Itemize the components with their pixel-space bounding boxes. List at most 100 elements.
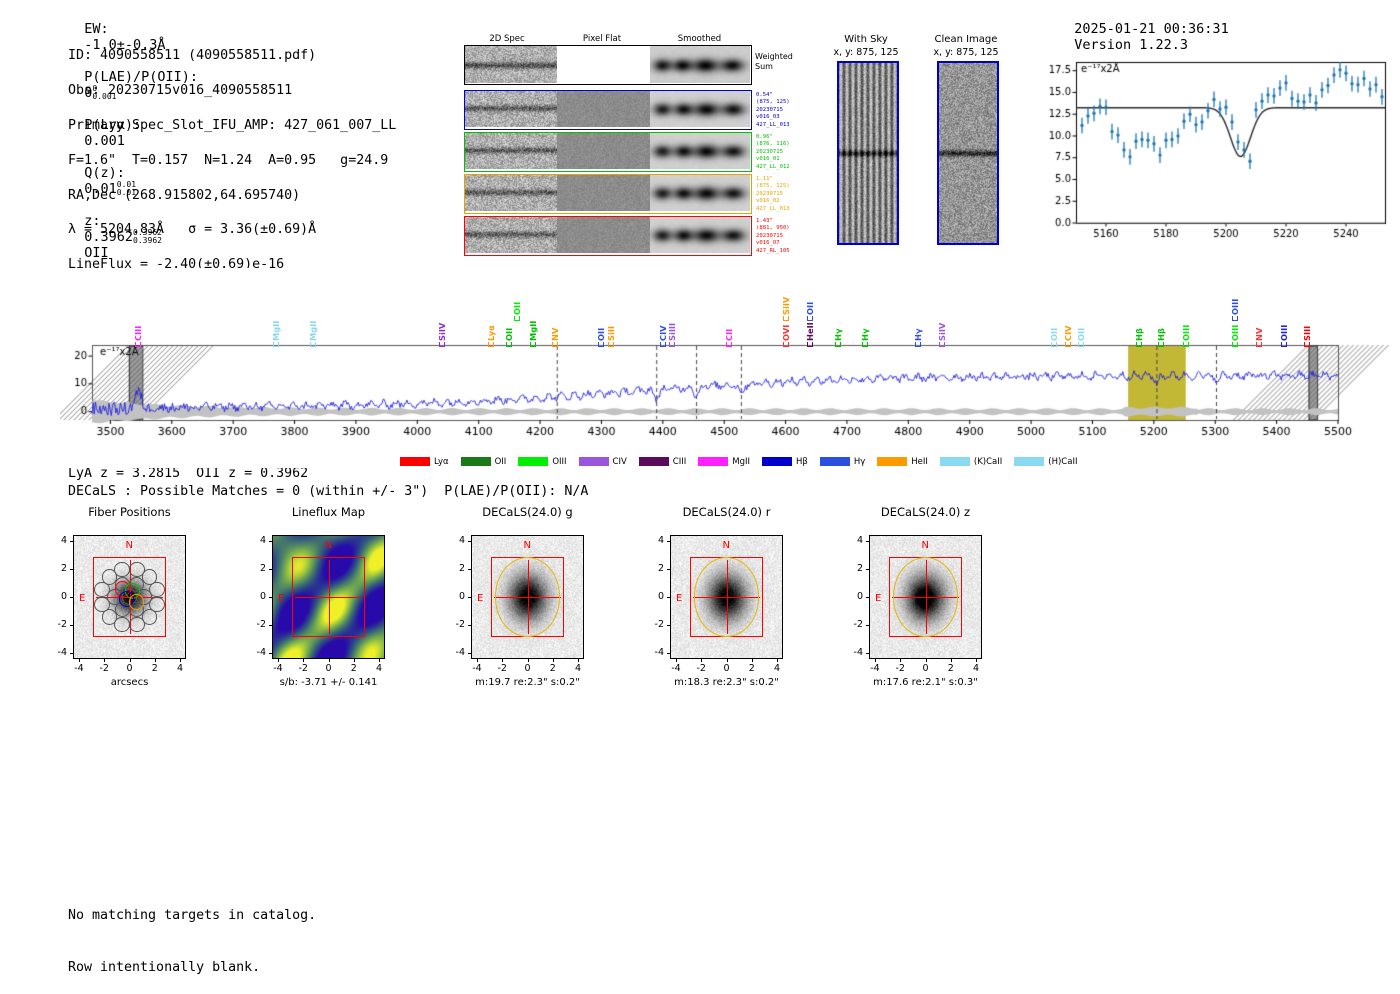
emission-line-bracket (782, 316, 789, 321)
fiber-circle (149, 581, 165, 598)
emission-line-bracket (726, 342, 733, 347)
axis-tick-label: 2 (458, 563, 465, 574)
axis-tick-label: -2 (455, 619, 465, 630)
fiber-row (464, 90, 752, 130)
fiber-smoothed-image (650, 175, 750, 211)
plae-poii-value: 0 (84, 85, 93, 101)
fiber-rows-container: 0.32 1.68 2120.54" (875, 125) 20230715 v… (462, 90, 790, 258)
panel-title-2dspec: 2D Spec (489, 34, 525, 44)
cutout-caption: m:17.6 re:2.1" s:0.3" (873, 677, 978, 688)
axis-tick-label: -2 (853, 619, 863, 630)
emission-line-label: OVI (780, 324, 791, 341)
emission-line-label: CIII (133, 325, 144, 341)
axis-tick (269, 569, 272, 570)
axis-tick (900, 659, 902, 662)
compass-east-label: E (477, 593, 484, 605)
emission-line-label: Hγ (860, 328, 871, 341)
axis-tick-label: 2 (151, 663, 158, 674)
cutout-crosshair-horizontal (294, 597, 363, 599)
axis-tick-label: 2 (947, 663, 954, 674)
cutout-title: Lineflux Map (291, 505, 366, 519)
emission-line-bracket (1304, 342, 1311, 347)
axis-tick-label: 0 (325, 663, 332, 674)
axis-tick (866, 597, 869, 598)
axis-tick (180, 659, 181, 662)
legend-label: Hβ (796, 456, 808, 467)
emission-line-bracket (1051, 342, 1058, 347)
emission-line-label: SiIII (667, 322, 678, 341)
emission-line-label: SIII (1302, 325, 1313, 341)
axis-tick (751, 659, 753, 662)
emission-line-label: OII (512, 301, 523, 315)
emission-line-label: Hβ (1133, 328, 1144, 341)
fiber-pixelflat-image (557, 217, 650, 253)
weighted-sum-row (464, 45, 752, 85)
line-profile-canvas (1032, 50, 1394, 255)
axis-tick-label: 0 (524, 663, 531, 674)
emission-line-bracket (1078, 342, 1085, 347)
emission-line-bracket (1064, 342, 1071, 347)
axis-tick (468, 541, 471, 542)
emission-line-label: OIII (1278, 324, 1289, 341)
axis-tick (667, 597, 670, 598)
cutout-title: DECaLS(24.0) z (880, 505, 971, 519)
fiber-row-info: 1.11" (875, 125) 20230715 v016_02 427_LL… (756, 176, 790, 212)
axis-tick (667, 625, 670, 626)
axis-tick (866, 625, 869, 626)
emission-line-label: CIV (1062, 325, 1073, 341)
legend-label: CIV (612, 456, 627, 467)
emission-line-label: OIII (1180, 324, 1191, 341)
fiber-2dspec-image (465, 175, 557, 211)
z-label: z: (84, 213, 101, 229)
emission-line-bracket (529, 342, 536, 347)
axis-tick (477, 659, 478, 662)
fiber-circle (114, 561, 130, 578)
axis-tick-label: 2 (856, 563, 863, 574)
axis-tick (278, 659, 279, 662)
axis-tick-label: 2 (60, 563, 67, 574)
fiber-row (464, 132, 752, 172)
fiber-circle (101, 569, 118, 585)
legend-label: Lyα (434, 456, 449, 467)
footer-line-1: No matching targets in catalog. (68, 907, 317, 923)
cutout-aperture-box (490, 556, 565, 638)
axis-tick-label: 4 (60, 535, 67, 546)
axis-tick (502, 659, 504, 662)
axis-tick-label: -4 (57, 647, 67, 658)
axis-tick-label: 2 (657, 563, 664, 574)
axis-tick-label: -4 (455, 647, 465, 658)
legend-label: OII (494, 456, 507, 467)
axis-tick (777, 659, 778, 662)
fiber-row (464, 216, 752, 256)
legend-swatch (819, 457, 850, 466)
fiber-2dspec-image (465, 133, 557, 169)
legend-label: HeII (911, 456, 928, 467)
info-line-obs: Obs: 20230715v016_4090558511 (68, 83, 293, 99)
axis-tick-label: -2 (696, 663, 706, 674)
emission-line-labels: CIII MgII MgII SiIV Lyα OII OII MgII NV OII SiII CI… (60, 268, 1400, 348)
axis-tick-label: 0 (458, 591, 465, 602)
axis-tick (527, 659, 529, 662)
axis-tick-label: 0 (856, 591, 863, 602)
panel-title-smoothed: Smoothed (677, 34, 722, 44)
cutout-image-box (73, 535, 186, 659)
cutout-title: Fiber Positions (88, 505, 171, 519)
legend-swatch (939, 457, 970, 466)
axis-tick-label: 0 (60, 591, 67, 602)
cutout-crosshair-vertical (328, 559, 330, 635)
axis-tick (866, 541, 869, 542)
fiber-smoothed-image (650, 217, 750, 253)
axis-tick (667, 569, 670, 570)
emission-line-label: MgII (307, 320, 318, 341)
emission-line-label: OII (1076, 327, 1087, 341)
legend-swatch (762, 457, 793, 466)
axis-tick-label: 4 (856, 535, 863, 546)
emission-line-bracket (1280, 342, 1287, 347)
legend-label: (K)CaII (973, 456, 1003, 467)
emission-line-label: SiIV (937, 322, 948, 341)
plae-poii-range: 0 0.001 (92, 84, 117, 101)
compass-north-label: N (324, 540, 332, 551)
axis-tick (468, 597, 471, 598)
axis-tick-label: 4 (259, 535, 266, 546)
axis-tick-label: 4 (176, 663, 184, 674)
